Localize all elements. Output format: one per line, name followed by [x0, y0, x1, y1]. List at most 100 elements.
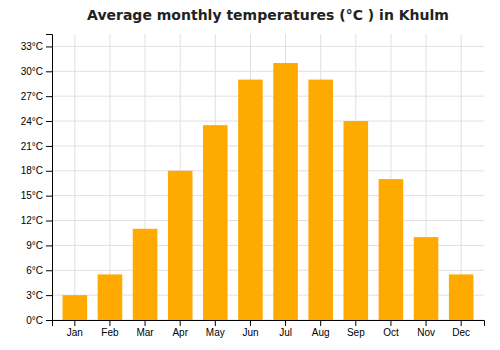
x-tick-label: Oct: [383, 327, 399, 338]
x-tick-mark: [145, 320, 146, 326]
bar: [133, 229, 158, 320]
y-tick: 15°C: [21, 190, 52, 201]
x-tick: Oct: [383, 320, 399, 338]
y-tick: 9°C: [26, 240, 52, 251]
bar: [273, 63, 298, 320]
y-tick-label: 21°C: [21, 141, 43, 152]
y-tick-label: 24°C: [21, 116, 43, 127]
x-tick-mark: [426, 320, 427, 326]
y-tick-label: 9°C: [26, 240, 43, 251]
y-tick: 33°C: [21, 41, 52, 52]
x-tick-mark: [355, 320, 356, 326]
y-tick-mark: [46, 245, 52, 246]
x-tick-mark: [461, 320, 462, 326]
x-tick-label: Jan: [67, 327, 83, 338]
x-tick-label: Mar: [136, 327, 154, 338]
y-axis-line: [46, 35, 53, 321]
x-tick-mark: [180, 320, 181, 326]
x-tick: Aug: [312, 320, 330, 338]
x-tick: Jun: [242, 320, 258, 338]
y-tick-mark: [46, 71, 52, 72]
x-tick-mark: [109, 320, 110, 326]
y-tick-label: 0°C: [26, 315, 43, 326]
y-tick-mark: [46, 320, 52, 321]
bar: [168, 171, 193, 320]
x-tick-label: Feb: [101, 327, 119, 338]
bar: [98, 274, 123, 320]
x-tick-label: Nov: [417, 327, 435, 338]
y-tick-mark: [46, 146, 52, 147]
y-tick-mark: [46, 196, 52, 197]
grid: [52, 34, 484, 320]
x-tick: Dec: [452, 320, 470, 338]
y-tick-label: 3°C: [26, 290, 43, 301]
y-tick-label: 30°C: [21, 66, 43, 77]
x-tick-label: May: [206, 327, 225, 338]
grid-line-y: [52, 71, 484, 72]
x-tick: Feb: [101, 320, 119, 338]
x-tick: Sep: [347, 320, 365, 338]
grid-line-y: [52, 195, 484, 196]
y-tick-mark: [46, 270, 52, 271]
y-tick-label: 6°C: [26, 265, 43, 276]
x-tick: Apr: [172, 320, 188, 338]
x-tick-label: Apr: [172, 327, 188, 338]
bar: [449, 274, 474, 320]
grid-line-y: [52, 46, 484, 47]
bar: [203, 125, 228, 320]
bar: [63, 295, 88, 320]
x-tick: Nov: [417, 320, 435, 338]
y-tick-mark: [46, 96, 52, 97]
y-tick: 0°C: [26, 315, 52, 326]
x-tick: Jul: [279, 320, 292, 338]
y-tick-mark: [46, 295, 52, 296]
y-tick-mark: [46, 46, 52, 47]
x-tick: May: [206, 320, 225, 338]
grid-line-y: [52, 145, 484, 146]
x-tick-label: Sep: [347, 327, 365, 338]
x-tick-label: Jul: [279, 327, 292, 338]
bars: [63, 63, 474, 320]
y-tick-label: 12°C: [21, 215, 43, 226]
x-tick-mark: [74, 320, 75, 326]
y-tick-mark: [46, 121, 52, 122]
bar: [344, 121, 369, 320]
x-tick-mark: [285, 320, 286, 326]
y-tick-mark: [46, 171, 52, 172]
x-tick-mark: [390, 320, 391, 326]
bar: [379, 179, 404, 320]
x-axis-line: [53, 321, 485, 327]
x-tick-mark: [320, 320, 321, 326]
x-tick-label: Dec: [452, 327, 470, 338]
bar: [238, 80, 263, 320]
grid-line-y: [52, 96, 484, 97]
y-tick: 12°C: [21, 215, 52, 226]
y-tick-label: 27°C: [21, 91, 43, 102]
grid-line-y: [52, 170, 484, 171]
y-tick: 18°C: [21, 165, 52, 176]
y-tick: 6°C: [26, 265, 52, 276]
x-tick-label: Jun: [242, 327, 258, 338]
grid-line-x: [74, 34, 75, 320]
plot: 0°C 3°C 6°C 9°C 12°C 15°C 18°C 21°C 24°C 27°C 30°C…: [21, 34, 485, 338]
y-tick-label: 15°C: [21, 190, 43, 201]
y-tick-mark: [46, 221, 52, 222]
bar: [308, 80, 333, 320]
x-tick: Jan: [67, 320, 83, 338]
grid-line-y: [52, 220, 484, 221]
x-tick-mark: [250, 320, 251, 326]
y-tick: 21°C: [21, 141, 52, 152]
x-tick-label: Aug: [312, 327, 330, 338]
y-tick: 27°C: [21, 91, 52, 102]
y-tick: 30°C: [21, 66, 52, 77]
chart: 0°C 3°C 6°C 9°C 12°C 15°C 18°C 21°C 24°C 27°C 30°C…: [0, 0, 500, 350]
y-tick: 24°C: [21, 116, 52, 127]
grid-line-y: [52, 121, 484, 122]
y-tick-label: 33°C: [21, 41, 43, 52]
x-tick: Mar: [136, 320, 154, 338]
bar: [414, 237, 439, 320]
y-tick-label: 18°C: [21, 165, 43, 176]
title: Average monthly temperatures (°C ) in Kh…: [87, 7, 449, 23]
y-tick: 3°C: [26, 290, 52, 301]
x-tick-mark: [215, 320, 216, 326]
